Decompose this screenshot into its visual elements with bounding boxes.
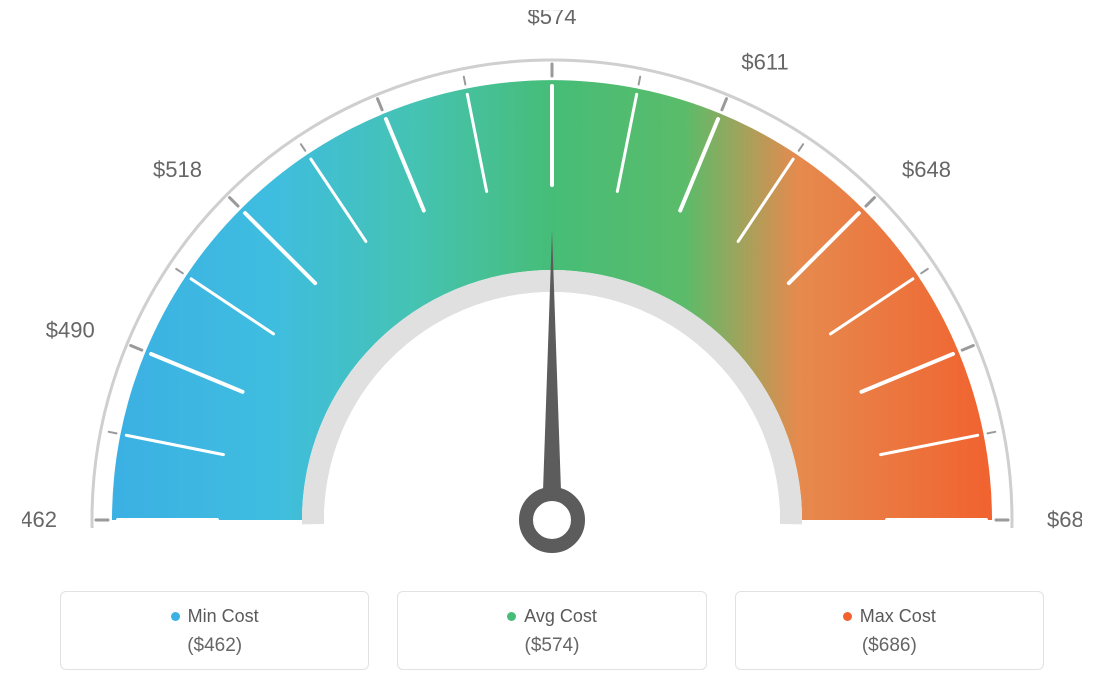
gauge-area: $462 $490 $518 $574 $611 $648 $686 bbox=[0, 0, 1104, 560]
legend-value-avg: ($574) bbox=[408, 635, 695, 657]
gauge-tick-label: $574 bbox=[528, 10, 577, 29]
legend-title-avg: Avg Cost bbox=[507, 606, 597, 627]
legend-dot-min bbox=[171, 612, 180, 621]
legend-label-min: Min Cost bbox=[188, 606, 259, 627]
gauge-tick-label: $648 bbox=[902, 157, 951, 182]
gauge-tick-label: $462 bbox=[22, 507, 57, 532]
legend-card-avg: Avg Cost ($574) bbox=[397, 591, 706, 670]
gauge-tick-label: $518 bbox=[153, 157, 202, 182]
legend-label-max: Max Cost bbox=[860, 606, 936, 627]
legend-label-avg: Avg Cost bbox=[524, 606, 597, 627]
legend-dot-max bbox=[843, 612, 852, 621]
legend-value-max: ($686) bbox=[746, 635, 1033, 657]
gauge-tick-label: $490 bbox=[46, 318, 95, 343]
legend-title-min: Min Cost bbox=[171, 606, 259, 627]
legend-card-max: Max Cost ($686) bbox=[735, 591, 1044, 670]
legend-title-max: Max Cost bbox=[843, 606, 936, 627]
cost-gauge-container: $462 $490 $518 $574 $611 $648 $686 Min Cost ($… bbox=[0, 0, 1104, 690]
legend-card-min: Min Cost ($462) bbox=[60, 591, 369, 670]
gauge-tick-label: $611 bbox=[741, 50, 788, 75]
legend-dot-avg bbox=[507, 612, 516, 621]
gauge-chart: $462 $490 $518 $574 $611 $648 $686 bbox=[22, 10, 1082, 570]
legend-value-min: ($462) bbox=[71, 635, 358, 657]
gauge-tick-label: $686 bbox=[1047, 507, 1082, 532]
legend-row: Min Cost ($462) Avg Cost ($574) Max Cost… bbox=[0, 591, 1104, 670]
